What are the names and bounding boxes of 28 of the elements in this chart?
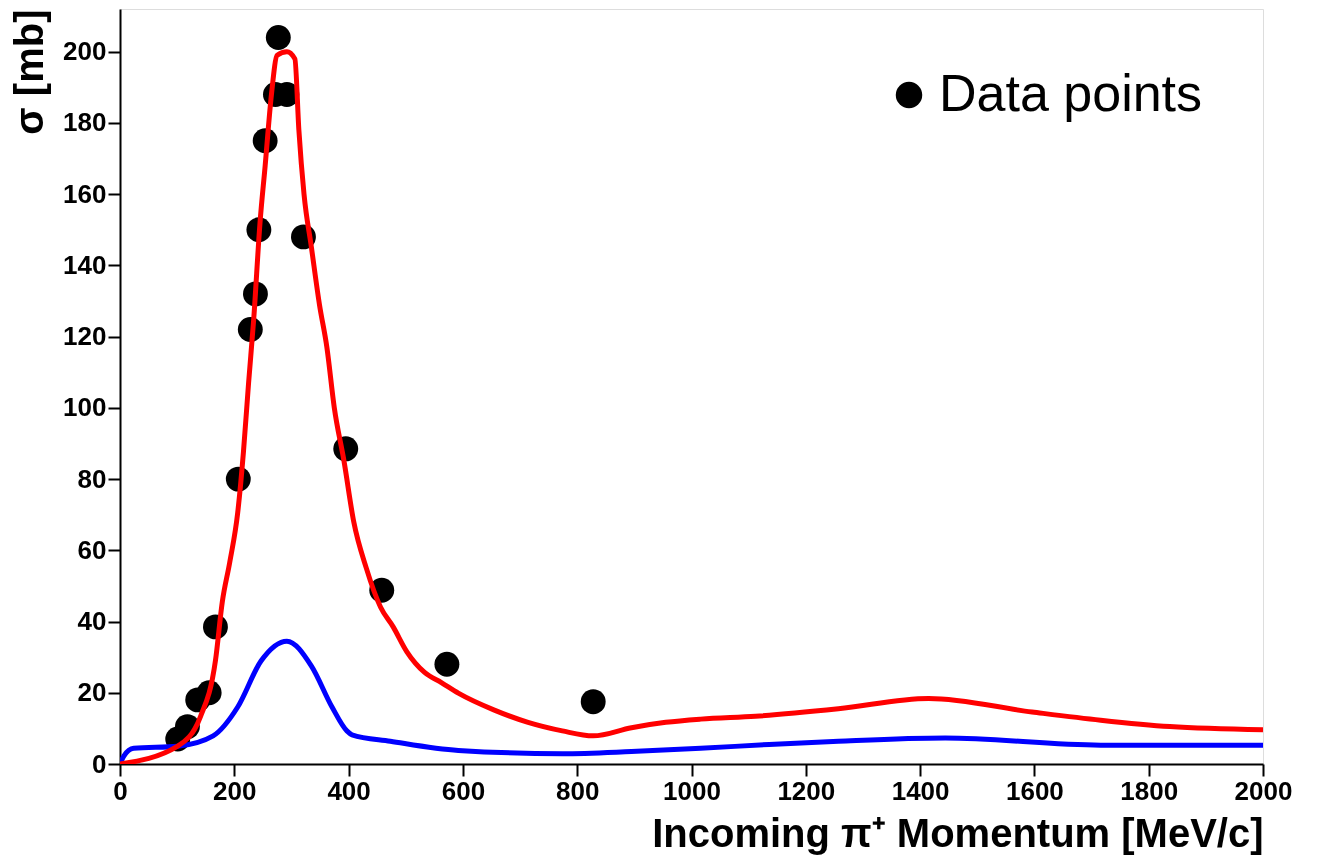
x-tick-label: 1600 (1005, 775, 1064, 806)
y-tick-label: 0 (92, 748, 107, 779)
y-tick-label: 20 (77, 677, 107, 708)
legend-label: Data points (939, 64, 1203, 122)
x-tick-label: 2000 (1234, 775, 1293, 806)
point (265, 25, 291, 50)
y-axis-title: σ [mb] (7, 9, 52, 135)
y-tick-label: 140 (63, 249, 107, 280)
y-tick-label: 100 (63, 392, 107, 423)
x-tick-label: 400 (327, 775, 371, 806)
x-tick-label: 1200 (777, 775, 836, 806)
point (580, 689, 606, 715)
y-tick-label: 160 (63, 178, 107, 209)
x-axis-title: Incoming π⁺ Momentum [MeV/c] (652, 810, 1264, 855)
x-tick-label: 200 (213, 775, 257, 806)
x-tick-label: 0 (113, 775, 128, 806)
y-tick-label: 200 (63, 36, 107, 67)
x-tick-label: 1000 (663, 775, 721, 806)
y-tick-label: 120 (63, 321, 107, 352)
x-tick-label: 1800 (1120, 775, 1179, 806)
x-tick-label: 800 (556, 775, 600, 806)
y-tick-label: 80 (77, 463, 107, 494)
x-tick-label: 600 (441, 775, 486, 806)
y-tick-label: 40 (77, 606, 107, 637)
x-tick-label: 1400 (891, 775, 950, 806)
y-tick-label: 180 (63, 107, 107, 138)
point (434, 651, 460, 677)
y-tick-label: 60 (77, 534, 107, 565)
